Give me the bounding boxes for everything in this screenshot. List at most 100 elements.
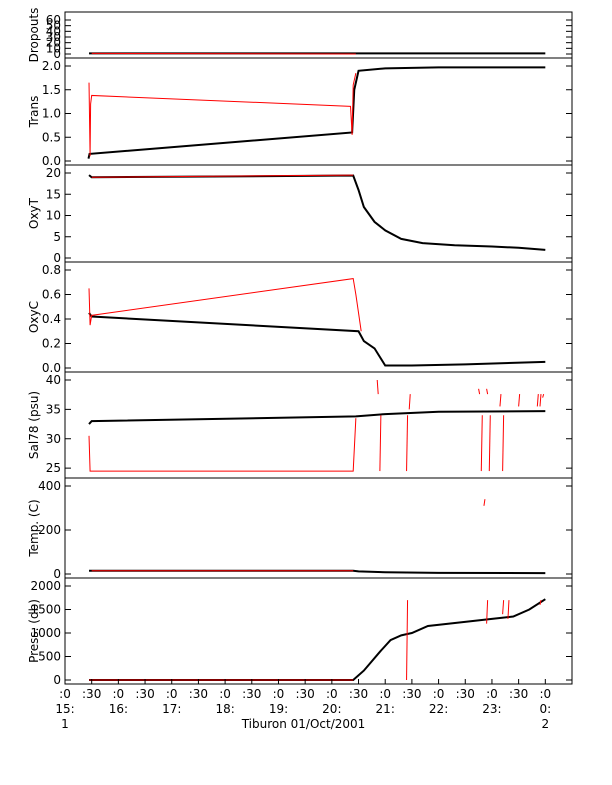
x-axis: :0:30:0:30:0:30:0:30:0:30:0:30:0:30:0:30… [55, 679, 551, 731]
y-axis-label: Trans [27, 96, 41, 129]
y-tick-label: 30 [46, 30, 61, 44]
y-tick-label: 0.4 [42, 312, 61, 326]
x-tick-label: :0 [486, 687, 498, 701]
x-hour-label: 16: [109, 702, 128, 716]
x-hour-label: 18: [215, 702, 234, 716]
chart-panels: 6050403020100Dropouts2.01.51.00.50.0Tran… [27, 8, 573, 687]
series-spike [483, 499, 486, 506]
y-tick-label: 30 [46, 432, 61, 446]
y-tick-label: 200 [38, 523, 61, 537]
y-tick-label: 0.5 [42, 130, 61, 144]
y-tick-label: 10 [46, 209, 61, 223]
panel-frame [64, 477, 573, 579]
x-tick-label: :0 [219, 687, 231, 701]
x-axis-label: Tiburon 01/Oct/2001 [241, 717, 366, 731]
y-tick-label: 0.0 [42, 154, 61, 168]
y-axis-label: Sal78 (psu) [27, 391, 41, 459]
x-hour-label: 19: [269, 702, 288, 716]
y-axis-label: Temp. (C) [27, 499, 41, 557]
y-tick-label: 20 [46, 36, 61, 50]
series-spike [502, 600, 505, 615]
x-hour-label: 20: [322, 702, 341, 716]
x-day-label: 1 [61, 717, 69, 731]
series-spike [518, 394, 521, 407]
series-spike [406, 415, 409, 472]
series-spike [539, 599, 542, 605]
series-spike [379, 415, 382, 472]
panel-3: 20 15 10 5 0 OxyT [27, 164, 573, 265]
panel-frame [64, 577, 573, 685]
series-spike [507, 600, 510, 619]
panel-frame [64, 11, 573, 59]
series-spike [406, 600, 409, 681]
x-tick-label: :0 [166, 687, 178, 701]
series-data-line [89, 598, 546, 681]
series-spike [536, 394, 539, 407]
x-tick-label: :0 [273, 687, 285, 701]
x-tick-label: :0 [326, 687, 338, 701]
y-tick-label: 1.0 [42, 107, 61, 121]
series-flagged-line [91, 174, 354, 178]
series-spike [486, 388, 489, 395]
x-tick-label: :30 [456, 687, 475, 701]
series-spike [478, 388, 481, 395]
x-hour-label: 17: [162, 702, 181, 716]
series-data-line [88, 410, 546, 425]
x-tick-label: :30 [189, 687, 208, 701]
series-spike [488, 415, 491, 472]
x-hour-label: 0: [539, 702, 551, 716]
y-tick-label: 0.8 [42, 263, 61, 277]
y-tick-label: 0 [53, 673, 61, 687]
x-hour-label: 23: [482, 702, 501, 716]
y-tick-label: 1500 [30, 603, 61, 617]
series-spike [499, 394, 502, 407]
panel-2: 2.0 1.5 1.0 0.5 0.0 Trans [27, 57, 573, 168]
series-flagged-line [88, 278, 362, 332]
y-tick-label: 0 [53, 567, 61, 581]
x-tick-label: :30 [135, 687, 154, 701]
panel-frame [64, 371, 573, 479]
series-spike [486, 600, 489, 624]
y-axis-label: OxyC [27, 301, 41, 333]
panel-5: 40 35 30 25 Sal78 (psu) [27, 371, 573, 479]
y-axis-label: Press. (db) [27, 599, 41, 663]
x-tick-label: :30 [296, 687, 315, 701]
series-data-line [88, 174, 546, 251]
x-hour-label: 21: [376, 702, 395, 716]
x-tick-label: :0 [113, 687, 125, 701]
y-tick-label: 0.2 [42, 337, 61, 351]
y-tick-label: 25 [46, 461, 61, 475]
y-tick-label: 50 [46, 19, 61, 33]
y-tick-label: 35 [46, 402, 61, 416]
y-tick-label: 0.0 [42, 361, 61, 375]
y-tick-label: 10 [46, 41, 61, 55]
series-spike [376, 379, 379, 395]
series-spike [408, 394, 411, 410]
y-tick-label: 400 [38, 479, 61, 493]
x-tick-label: :0 [539, 687, 551, 701]
y-tick-label: 0 [53, 251, 61, 265]
x-tick-label: :0 [59, 687, 71, 701]
y-tick-label: 1.5 [42, 83, 61, 97]
series-data-line [88, 312, 546, 367]
y-tick-label: 2.0 [42, 59, 61, 73]
y-tick-label: 0.6 [42, 288, 61, 302]
panel-frame [64, 261, 573, 373]
series-flagged-line [91, 52, 356, 55]
series-data-line [87, 66, 546, 159]
x-hour-label: 22: [429, 702, 448, 716]
x-tick-label: :30 [509, 687, 528, 701]
y-tick-label: 0 [53, 47, 61, 61]
x-tick-label: :0 [433, 687, 445, 701]
y-axis-label: OxyT [27, 197, 41, 229]
y-tick-label: 1000 [30, 626, 61, 640]
y-tick-label: 2000 [30, 579, 61, 593]
series-spike [480, 415, 483, 472]
x-tick-label: :30 [82, 687, 101, 701]
y-tick-label: 20 [46, 166, 61, 180]
series-spike [542, 393, 545, 398]
series-flagged-line [88, 73, 357, 157]
x-day-label: 2 [541, 717, 549, 731]
